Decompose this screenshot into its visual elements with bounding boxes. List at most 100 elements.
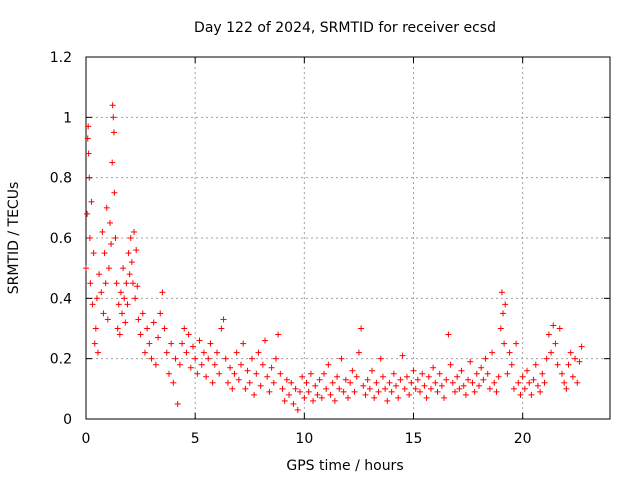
data-point — [127, 235, 134, 241]
data-point — [419, 370, 426, 377]
data-point — [410, 367, 417, 374]
data-point — [179, 340, 186, 347]
data-point — [299, 373, 306, 380]
y-tick-labels: 0 0.2 0.4 0.6 0.8 1 1.2 — [50, 50, 72, 428]
data-point — [110, 129, 117, 136]
data-point — [84, 210, 91, 217]
data-point — [170, 379, 177, 386]
data-point — [116, 331, 123, 338]
data-point — [259, 361, 266, 368]
data-point — [458, 367, 465, 374]
data-point — [281, 397, 288, 404]
data-point — [397, 376, 404, 383]
data-point — [312, 382, 319, 389]
data-point — [283, 376, 290, 383]
data-point — [102, 280, 109, 287]
data-point — [99, 228, 106, 235]
data-point — [364, 376, 371, 383]
data-point — [224, 379, 231, 386]
data-point — [382, 385, 389, 392]
y-tick-label: 0.6 — [50, 231, 72, 247]
data-point — [355, 349, 362, 356]
data-point — [133, 247, 140, 254]
data-point — [486, 385, 493, 392]
data-point — [246, 379, 253, 386]
data-point — [563, 385, 570, 392]
data-point — [240, 340, 247, 347]
data-point — [412, 385, 419, 392]
data-point — [277, 370, 284, 377]
data-point — [373, 379, 380, 386]
data-point — [510, 385, 517, 392]
data-point — [231, 370, 238, 377]
data-point — [334, 373, 341, 380]
data-point — [134, 283, 141, 290]
data-point — [501, 340, 508, 347]
data-point — [569, 373, 576, 380]
data-point — [88, 198, 95, 205]
data-point — [534, 382, 541, 389]
data-point — [578, 343, 585, 350]
data-point — [155, 334, 162, 341]
data-point — [233, 349, 240, 356]
data-point — [390, 370, 397, 377]
x-tick-labels: 0 5 10 15 20 — [82, 431, 532, 447]
data-point — [572, 355, 579, 362]
data-point — [403, 373, 410, 380]
data-point — [473, 370, 480, 377]
data-point — [296, 388, 303, 395]
data-point — [90, 250, 97, 257]
data-point — [369, 367, 376, 374]
data-point — [393, 382, 400, 389]
data-point — [554, 361, 561, 368]
data-points — [83, 102, 585, 413]
data-point — [222, 355, 229, 362]
x-tick-label: 20 — [514, 431, 532, 447]
data-point — [508, 361, 515, 368]
data-point — [497, 325, 504, 332]
data-point — [513, 340, 520, 347]
data-point — [314, 391, 321, 398]
data-point — [218, 325, 225, 332]
data-point — [307, 370, 314, 377]
x-axis-label: GPS time / hours — [286, 458, 403, 474]
data-point — [93, 295, 100, 302]
data-point — [84, 135, 91, 142]
data-point — [432, 379, 439, 386]
data-point — [340, 388, 347, 395]
data-point — [146, 340, 153, 347]
data-point — [456, 385, 463, 392]
data-point — [515, 379, 522, 386]
data-point — [150, 319, 157, 326]
data-point — [181, 325, 188, 332]
y-tick-label: 0.8 — [50, 171, 72, 187]
data-point — [301, 394, 308, 401]
data-point — [248, 355, 255, 362]
data-point — [144, 325, 151, 332]
data-point — [113, 280, 120, 287]
y-axis-label: SRMTID / TECUs — [6, 182, 22, 295]
data-point — [325, 361, 332, 368]
data-point — [500, 310, 507, 317]
data-point — [454, 373, 461, 380]
data-point — [86, 174, 93, 181]
data-point — [406, 391, 413, 398]
data-point — [449, 379, 456, 386]
data-point — [294, 406, 301, 413]
data-point — [576, 358, 583, 365]
data-point — [89, 301, 96, 308]
data-point — [465, 376, 472, 383]
data-point — [209, 379, 216, 386]
data-point — [318, 394, 325, 401]
data-point — [121, 295, 128, 302]
data-point — [185, 331, 192, 338]
data-point — [441, 394, 448, 401]
data-point — [316, 376, 323, 383]
data-point — [192, 355, 199, 362]
data-point — [347, 379, 354, 386]
data-point — [272, 355, 279, 362]
x-tick-label: 10 — [295, 431, 313, 447]
data-point — [109, 159, 116, 166]
chart-title: Day 122 of 2024, SRMTID for receiver ecs… — [194, 20, 496, 36]
data-point — [251, 391, 258, 398]
